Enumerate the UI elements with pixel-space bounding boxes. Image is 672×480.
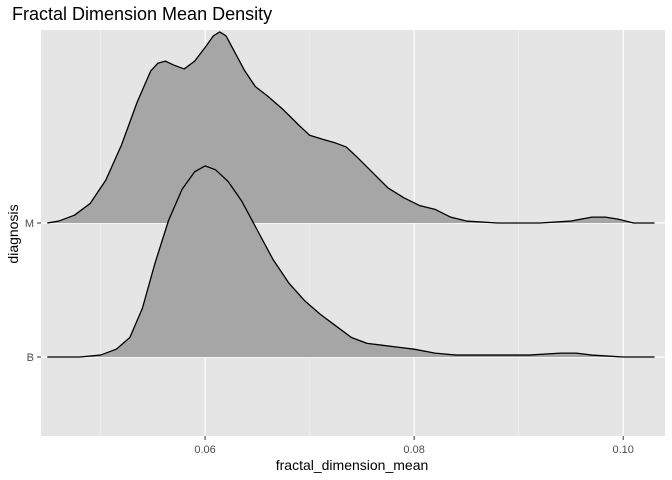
density-ridges	[47, 31, 655, 358]
y-tick-label-B: B	[27, 352, 34, 364]
x-tick-label-0: 0.06	[194, 444, 215, 456]
x-axis: 0.06 0.08 0.10	[194, 436, 634, 456]
y-tick-label-M: M	[25, 218, 34, 230]
chart-title: Fractal Dimension Mean Density	[12, 4, 272, 24]
y-axis-title: diagnosis	[5, 204, 21, 263]
ridge-fill-B	[47, 165, 655, 357]
x-axis-title: fractal_dimension_mean	[276, 457, 429, 473]
plot-panel	[41, 30, 665, 436]
y-axis: BM	[25, 218, 41, 364]
x-tick-label-1: 0.08	[403, 444, 424, 456]
ridge-line-M	[47, 31, 655, 224]
x-tick-label-2: 0.10	[612, 444, 633, 456]
ridge-line-B	[47, 165, 655, 358]
